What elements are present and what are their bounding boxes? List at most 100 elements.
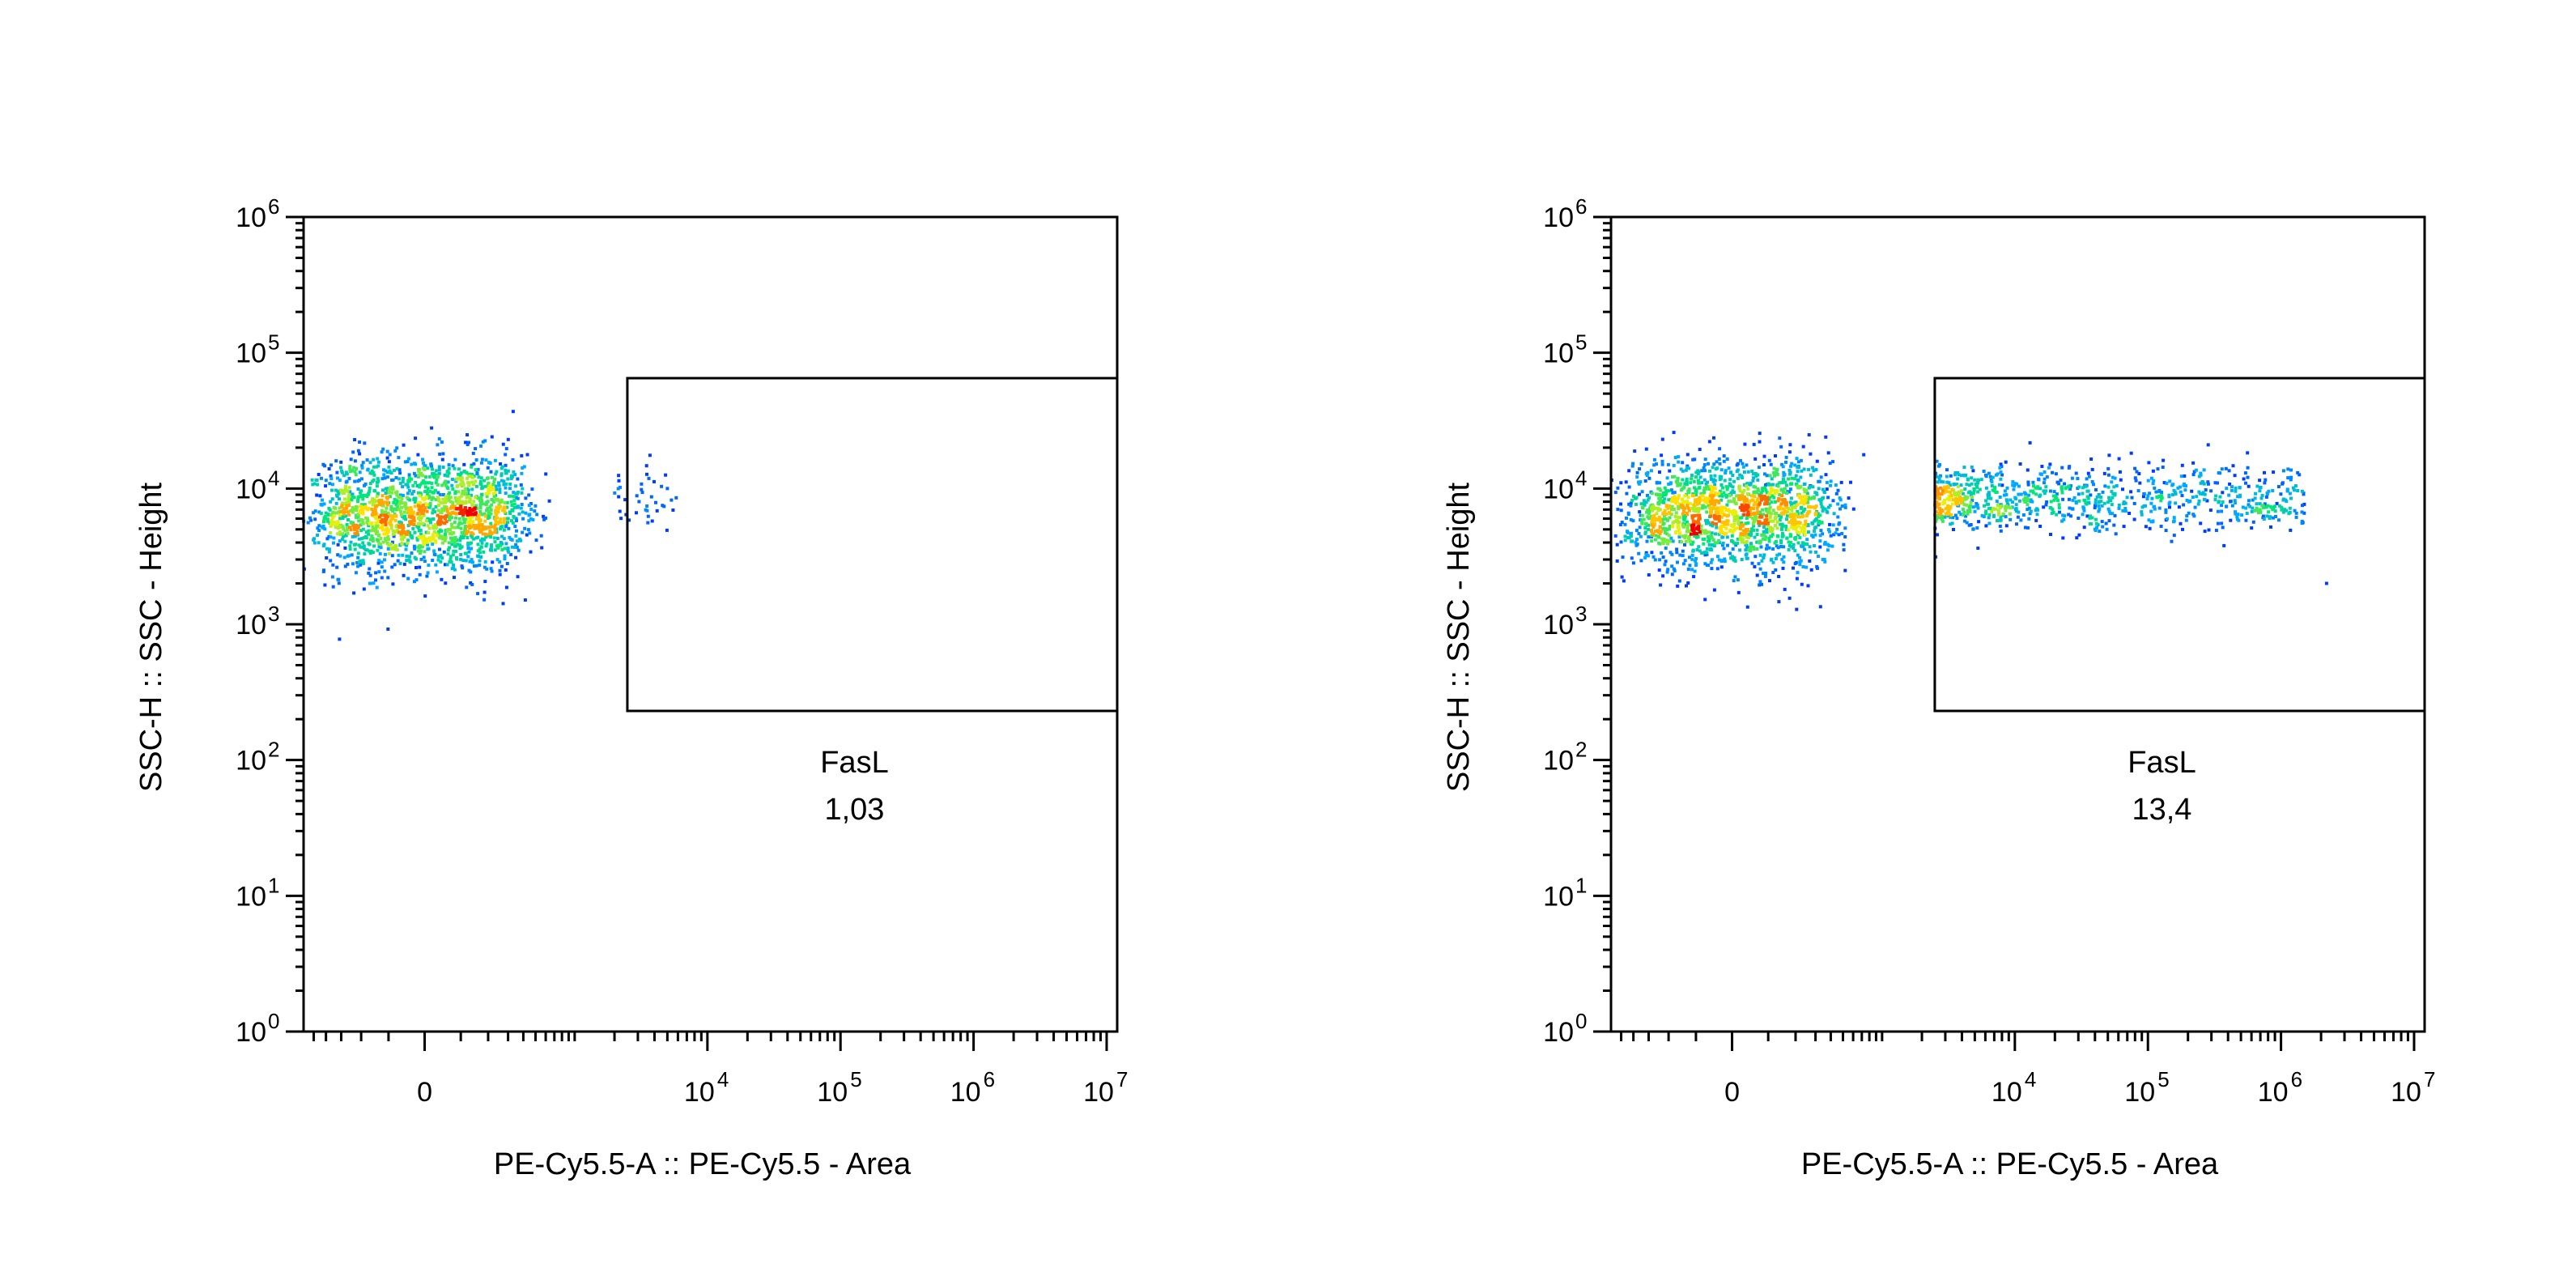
event-dot [1796, 470, 1800, 474]
event-dot [618, 509, 622, 513]
event-dot [2021, 498, 2026, 502]
event-dot [1652, 463, 1656, 467]
event-dot [2147, 518, 2151, 522]
event-dot [478, 530, 482, 534]
event-dot [1650, 491, 1654, 496]
event-dot [1720, 559, 1724, 563]
event-dot [1706, 519, 1710, 522]
event-dot [2281, 482, 2285, 486]
event-dot [1826, 496, 1830, 500]
event-dot [323, 517, 327, 521]
event-dot [2107, 509, 2111, 513]
event-dot [1987, 491, 1991, 495]
event-dot [383, 569, 387, 573]
event-dot [385, 515, 389, 519]
event-dot [477, 555, 481, 558]
y-tick-label-exponent: 2 [268, 738, 279, 762]
event-dot [1940, 517, 1944, 521]
event-dot [1798, 555, 1801, 560]
event-dot [1655, 512, 1659, 516]
event-dot [516, 548, 521, 552]
event-dot [359, 489, 363, 493]
event-dot [336, 577, 340, 581]
event-dot [2111, 496, 2115, 500]
event-dot [1788, 487, 1792, 491]
event-dot [375, 515, 379, 519]
event-dot [1670, 572, 1674, 577]
event-dot [512, 491, 516, 495]
event-dot [1657, 515, 1661, 519]
event-dot [495, 536, 499, 540]
event-dot [495, 521, 499, 525]
event-dot [1673, 456, 1677, 459]
event-dot [1685, 526, 1690, 530]
event-dot [1639, 502, 1643, 506]
event-dot [1709, 474, 1713, 478]
event-dot [1941, 489, 1945, 493]
event-dot [2166, 517, 2169, 521]
event-dot [2274, 515, 2277, 518]
event-dot [398, 481, 402, 485]
gate-fasl[interactable] [1933, 377, 2426, 713]
event-dot [2206, 480, 2210, 484]
event-dot [383, 476, 387, 480]
event-dot [359, 507, 363, 511]
event-dot [1962, 513, 1965, 517]
event-dot [384, 491, 388, 495]
event-dot [1663, 563, 1667, 567]
event-dot [356, 555, 360, 560]
event-dot [341, 525, 345, 529]
event-dot [508, 535, 512, 539]
event-dot [1758, 503, 1762, 506]
event-dot [1683, 494, 1687, 498]
event-dot [2172, 488, 2176, 492]
event-dot [2192, 514, 2196, 518]
event-dot [392, 500, 396, 504]
event-dot [2102, 471, 2106, 475]
event-dot [1667, 498, 1671, 502]
event-dot [408, 555, 411, 559]
event-dot [387, 543, 391, 547]
event-dot [1626, 530, 1630, 534]
event-dot [494, 484, 498, 488]
event-dot [414, 481, 418, 484]
event-dot [464, 501, 468, 505]
event-dot [1732, 556, 1736, 560]
gate-fasl[interactable] [626, 377, 1119, 713]
event-dot [2019, 518, 2023, 522]
event-dot [325, 556, 329, 560]
event-dot [465, 476, 470, 480]
event-dot [2108, 512, 2112, 516]
event-dot [1748, 483, 1752, 487]
event-dot [491, 483, 495, 487]
event-dot [1742, 513, 1746, 517]
event-dot [1694, 493, 1698, 496]
event-dot [1656, 501, 1660, 504]
event-dot [2045, 475, 2049, 479]
event-dot [2101, 490, 2105, 494]
event-dot [329, 474, 333, 478]
event-dot [2149, 520, 2153, 524]
event-dot [1755, 540, 1759, 544]
event-dot [1709, 547, 1713, 551]
event-dot [343, 487, 347, 491]
event-dot [492, 500, 496, 504]
event-dot [1755, 547, 1759, 551]
event-dot [1775, 534, 1779, 538]
event-dot [1757, 521, 1761, 525]
event-dot [1756, 487, 1760, 491]
event-dot [1969, 500, 1973, 504]
event-dot [2251, 498, 2255, 502]
event-dot [2265, 514, 2269, 518]
event-dot [1782, 555, 1786, 559]
event-dot [329, 513, 334, 517]
event-dot [316, 483, 320, 487]
event-dot [1691, 457, 1695, 462]
event-dot [2247, 503, 2251, 507]
event-dot [376, 548, 380, 552]
event-dot [385, 475, 389, 479]
event-dot [356, 551, 360, 555]
event-dot [404, 517, 408, 521]
event-dot [1747, 548, 1751, 552]
event-dot [1796, 465, 1800, 469]
